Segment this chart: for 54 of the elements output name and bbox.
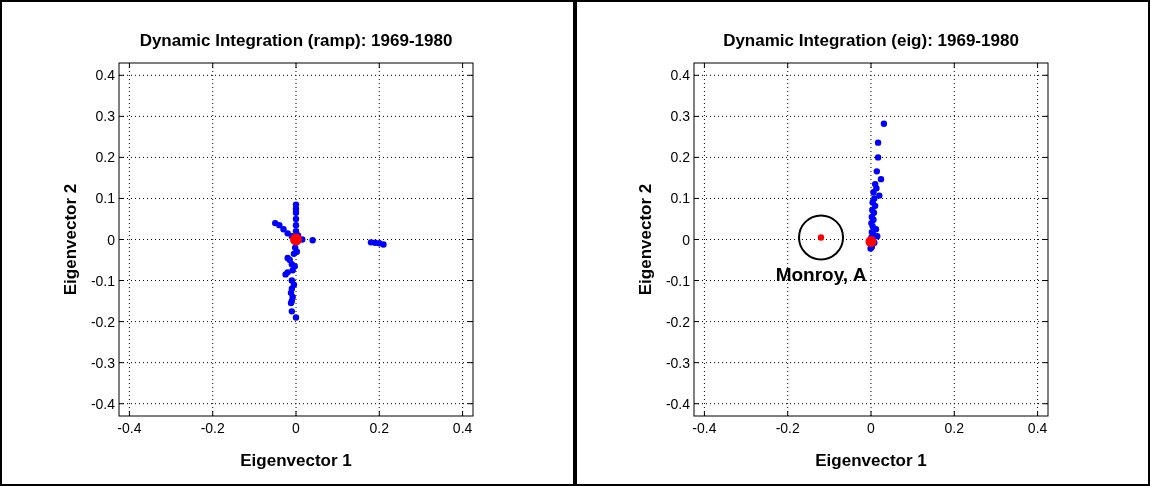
y-tick-label: 0.3 <box>95 108 116 125</box>
point <box>874 233 881 240</box>
point <box>280 226 287 233</box>
y-tick-label: -0.2 <box>665 313 691 330</box>
x-tick-label: 0.4 <box>1027 420 1048 436</box>
point <box>292 221 300 229</box>
x-tick-label: -0.4 <box>692 420 717 436</box>
x-tick-label: -0.2 <box>200 420 225 436</box>
y-tick-label: -0.1 <box>90 272 116 289</box>
point <box>874 154 882 161</box>
x-tick-label: -0.2 <box>775 420 800 436</box>
x-axis-title: Eigenvector 1 <box>240 451 352 470</box>
point <box>870 189 877 196</box>
x-tick-label: 0 <box>867 420 876 436</box>
point <box>292 314 300 321</box>
y-tick-label: 0.2 <box>670 149 691 166</box>
point <box>290 233 302 246</box>
y-axis-title: Eigenvector 2 <box>636 183 655 296</box>
x-tick-label: 0 <box>292 420 301 436</box>
y-tick-label: -0.1 <box>665 272 691 289</box>
y-tick-label: -0.3 <box>90 354 116 371</box>
point <box>873 168 881 175</box>
y-tick-label: -0.4 <box>90 395 116 412</box>
x-tick-label: 0.2 <box>369 420 390 436</box>
x-axis-title: Eigenvector 1 <box>815 451 927 470</box>
chart-title: Dynamic Integration (eig): 1969-1980 <box>723 31 1019 50</box>
point <box>276 221 283 229</box>
point <box>292 209 300 217</box>
y-tick-label: -0.3 <box>665 354 691 371</box>
y-tick-label: 0.1 <box>95 190 116 207</box>
point <box>880 120 888 127</box>
x-tick-label: 0.2 <box>944 420 965 436</box>
point <box>865 236 877 248</box>
y-tick-label: 0.4 <box>95 67 116 84</box>
annotation: Monroy, A <box>775 264 867 286</box>
y-tick-label: 0.1 <box>670 190 691 207</box>
y-tick-label: 0 <box>107 231 116 248</box>
y-tick-label: 0.2 <box>95 149 116 166</box>
point <box>288 308 296 315</box>
y-axis-title: Eigenvector 2 <box>61 183 80 296</box>
x-tick-label: 0.4 <box>452 420 473 436</box>
y-tick-label: 0 <box>682 231 691 248</box>
chart-title: Dynamic Integration (ramp): 1969-1980 <box>139 31 453 50</box>
y-tick-label: 0.3 <box>670 108 691 125</box>
point <box>380 241 387 248</box>
y-tick-label: -0.2 <box>90 313 116 330</box>
point <box>309 237 316 244</box>
y-tick-label: -0.4 <box>665 395 691 412</box>
point <box>876 192 883 199</box>
point <box>874 139 882 146</box>
y-tick-label: 0.4 <box>670 67 691 84</box>
point <box>292 215 300 223</box>
x-tick-label: -0.4 <box>117 420 142 436</box>
point <box>877 175 885 183</box>
